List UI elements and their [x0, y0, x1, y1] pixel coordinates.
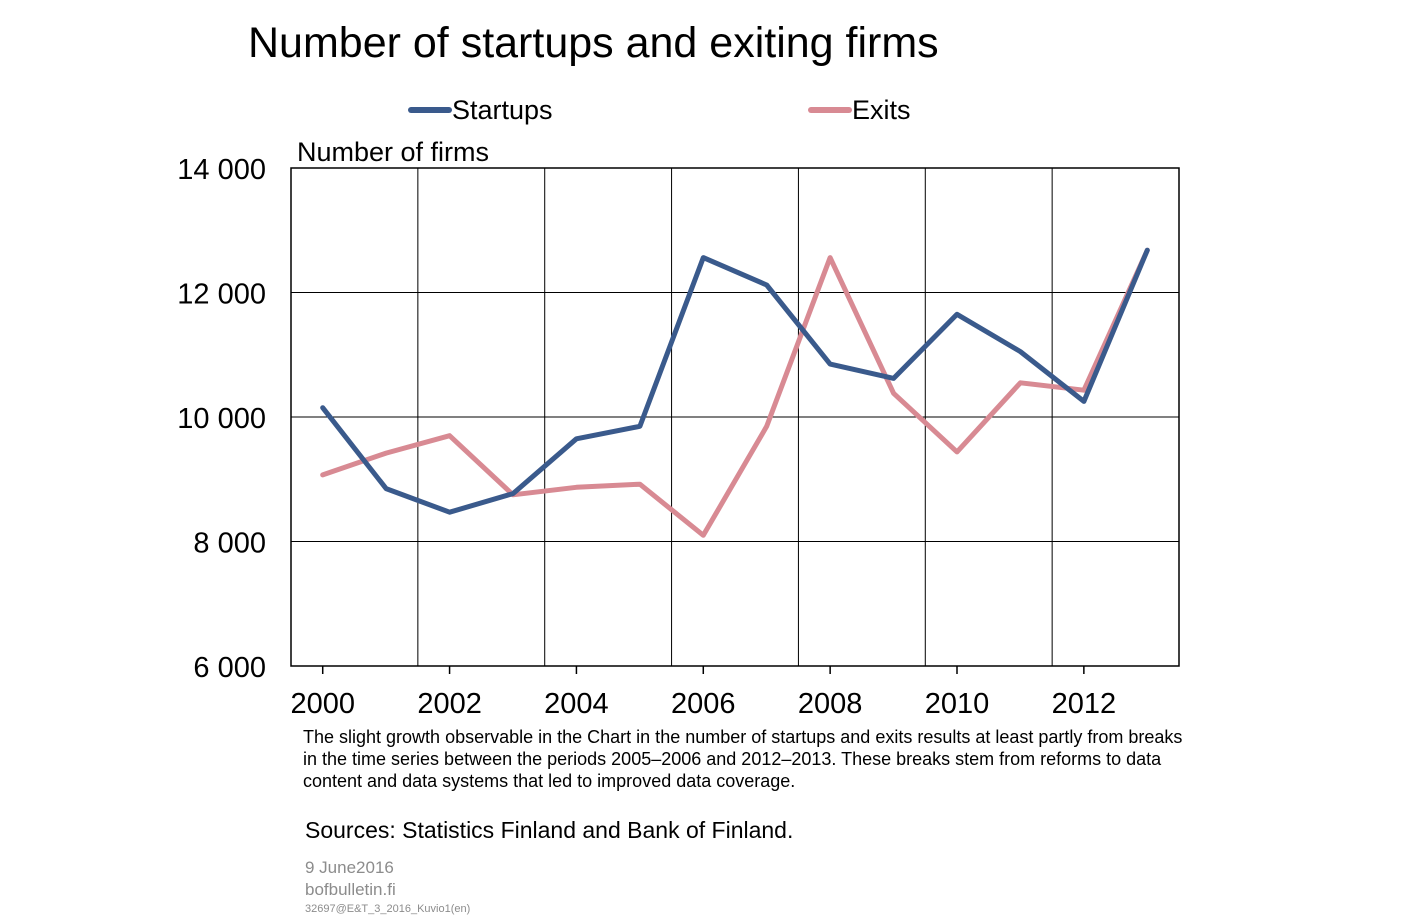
series-line-exits: [320, 247, 1150, 538]
y-tick-label: 14 000: [177, 154, 266, 186]
y-tick-label: 10 000: [177, 403, 266, 435]
plot-frame: [290, 167, 1180, 667]
site-name: bofbulletin.fi: [305, 880, 396, 899]
chart-title: Number of startups and exiting firms: [248, 19, 939, 67]
legend-item-exits: Exits: [808, 94, 911, 126]
legend-label-startups: Startups: [452, 95, 553, 125]
x-tick-label: 2004: [544, 688, 609, 720]
series-line-startups: [320, 247, 1150, 515]
chart-code: 32697@E&T_3_2016_Kuvio1(en): [305, 903, 471, 915]
chart-note: The slight growth observable in the Char…: [303, 727, 1183, 791]
sources-text: Sources: Statistics Finland and Bank of …: [305, 817, 794, 843]
legend-swatch-startups: [408, 107, 452, 113]
x-tick-label: 2000: [290, 688, 355, 720]
legend-label-exits: Exits: [852, 95, 911, 125]
legend-swatch-exits: [808, 107, 852, 113]
x-tick-label: 2008: [798, 688, 863, 720]
y-tick-label: 12 000: [177, 279, 266, 311]
legend-item-startups: Startups: [408, 94, 553, 126]
x-tick-label: 2010: [925, 688, 990, 720]
x-tick-label: 2002: [417, 688, 482, 720]
x-tick-label: 2012: [1052, 688, 1117, 720]
publication-date: 9 June2016: [305, 858, 394, 877]
y-tick-label: 6 000: [193, 652, 266, 684]
y-tick-label: 8 000: [193, 528, 266, 560]
y-axis-label: Number of firms: [297, 137, 490, 167]
x-tick-label: 2006: [671, 688, 736, 720]
